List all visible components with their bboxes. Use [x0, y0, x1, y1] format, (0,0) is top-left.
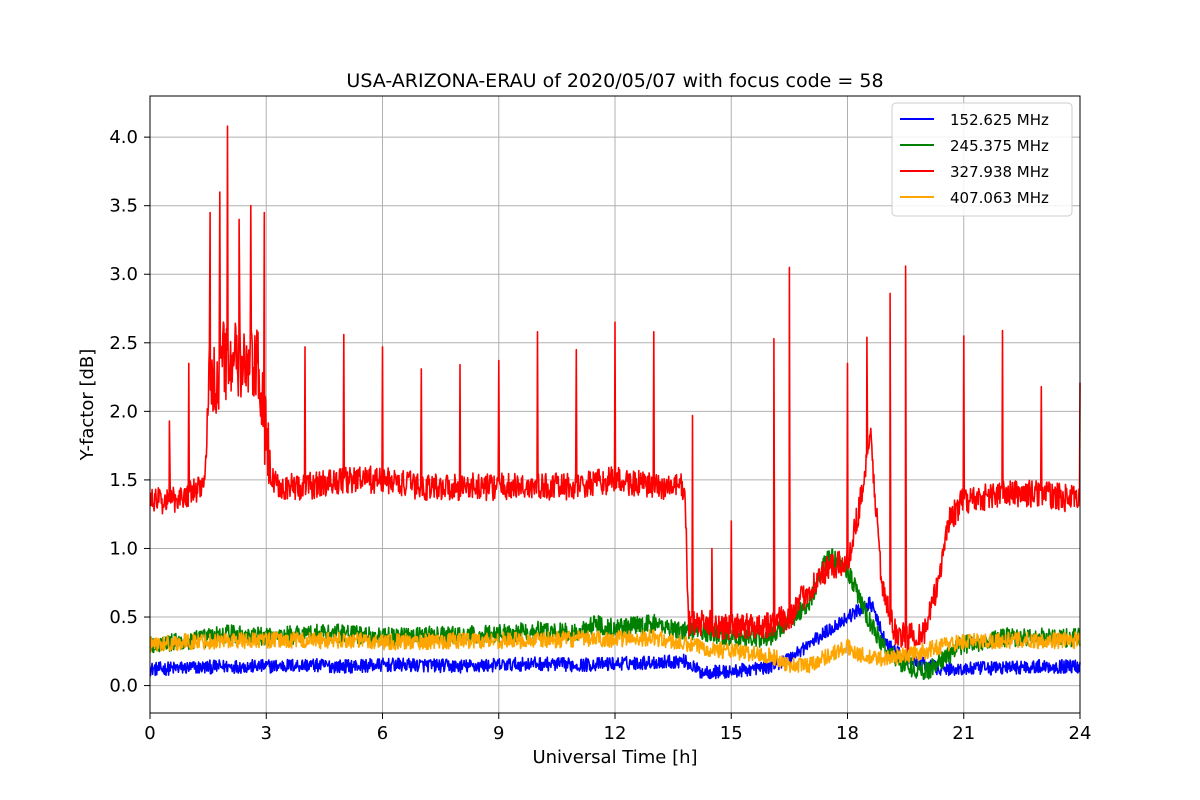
x-tick-label: 3 — [261, 723, 272, 744]
y-tick-label: 4.0 — [109, 127, 138, 148]
legend-entry: 327.938 MHz — [950, 163, 1049, 181]
y-tick-label: 0.0 — [109, 676, 138, 697]
x-axis-label: Universal Time [h] — [532, 747, 697, 768]
x-tick-label: 24 — [1069, 723, 1092, 744]
y-tick-label: 1.5 — [109, 470, 138, 491]
x-tick-label: 6 — [377, 723, 388, 744]
series-4 — [149, 629, 1081, 674]
y-tick-label: 3.5 — [109, 196, 138, 217]
ticks: 0 3 6 9 12 15 18 21 24 0.0 0.5 1.0 1.5 2.0 2.5 3.0 3.5 4.… — [109, 127, 1091, 744]
legend-entry: 152.625 MHz — [950, 111, 1049, 129]
legend-entry: 245.375 MHz — [950, 137, 1049, 155]
legend: 152.625 MHz 245.375 MHz 327.938 MHz 407.063… — [891, 102, 1073, 217]
chart-title: USA-ARIZONA-ERAU of 2020/05/07 with focu… — [346, 70, 883, 92]
x-tick-label: 12 — [604, 723, 627, 744]
series-line — [149, 548, 1081, 681]
legend-box — [891, 102, 1073, 217]
series-3 — [149, 125, 1081, 652]
x-tick-label: 0 — [144, 723, 155, 744]
y-axis-label: Y-factor [dB] — [77, 349, 98, 462]
x-tick-label: 9 — [493, 723, 504, 744]
series-2 — [149, 548, 1081, 681]
y-tick-label: 1.0 — [109, 538, 138, 559]
y-tick-label: 2.0 — [109, 401, 138, 422]
y-tick-label: 3.0 — [109, 264, 138, 285]
series-line — [149, 629, 1081, 674]
legend-entry: 407.063 MHz — [950, 189, 1049, 207]
y-tick-label: 2.5 — [109, 333, 138, 354]
series-layer — [149, 125, 1081, 681]
x-tick-label: 15 — [720, 723, 743, 744]
x-tick-label: 21 — [952, 723, 975, 744]
series-line — [149, 125, 1081, 652]
y-tick-label: 0.5 — [109, 607, 138, 628]
x-tick-label: 18 — [836, 723, 859, 744]
